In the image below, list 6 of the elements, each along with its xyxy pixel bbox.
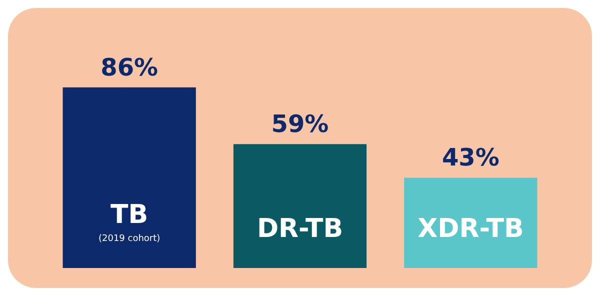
x-tick-label: XDR-TB (418, 214, 524, 244)
data-label: 86% (100, 53, 158, 82)
data-label: 59% (271, 110, 329, 138)
data-label: 43% (442, 144, 500, 172)
x-tick-label: TB (2019 cohort) (98, 200, 160, 244)
x-tick-label: DR-TB (256, 214, 344, 244)
